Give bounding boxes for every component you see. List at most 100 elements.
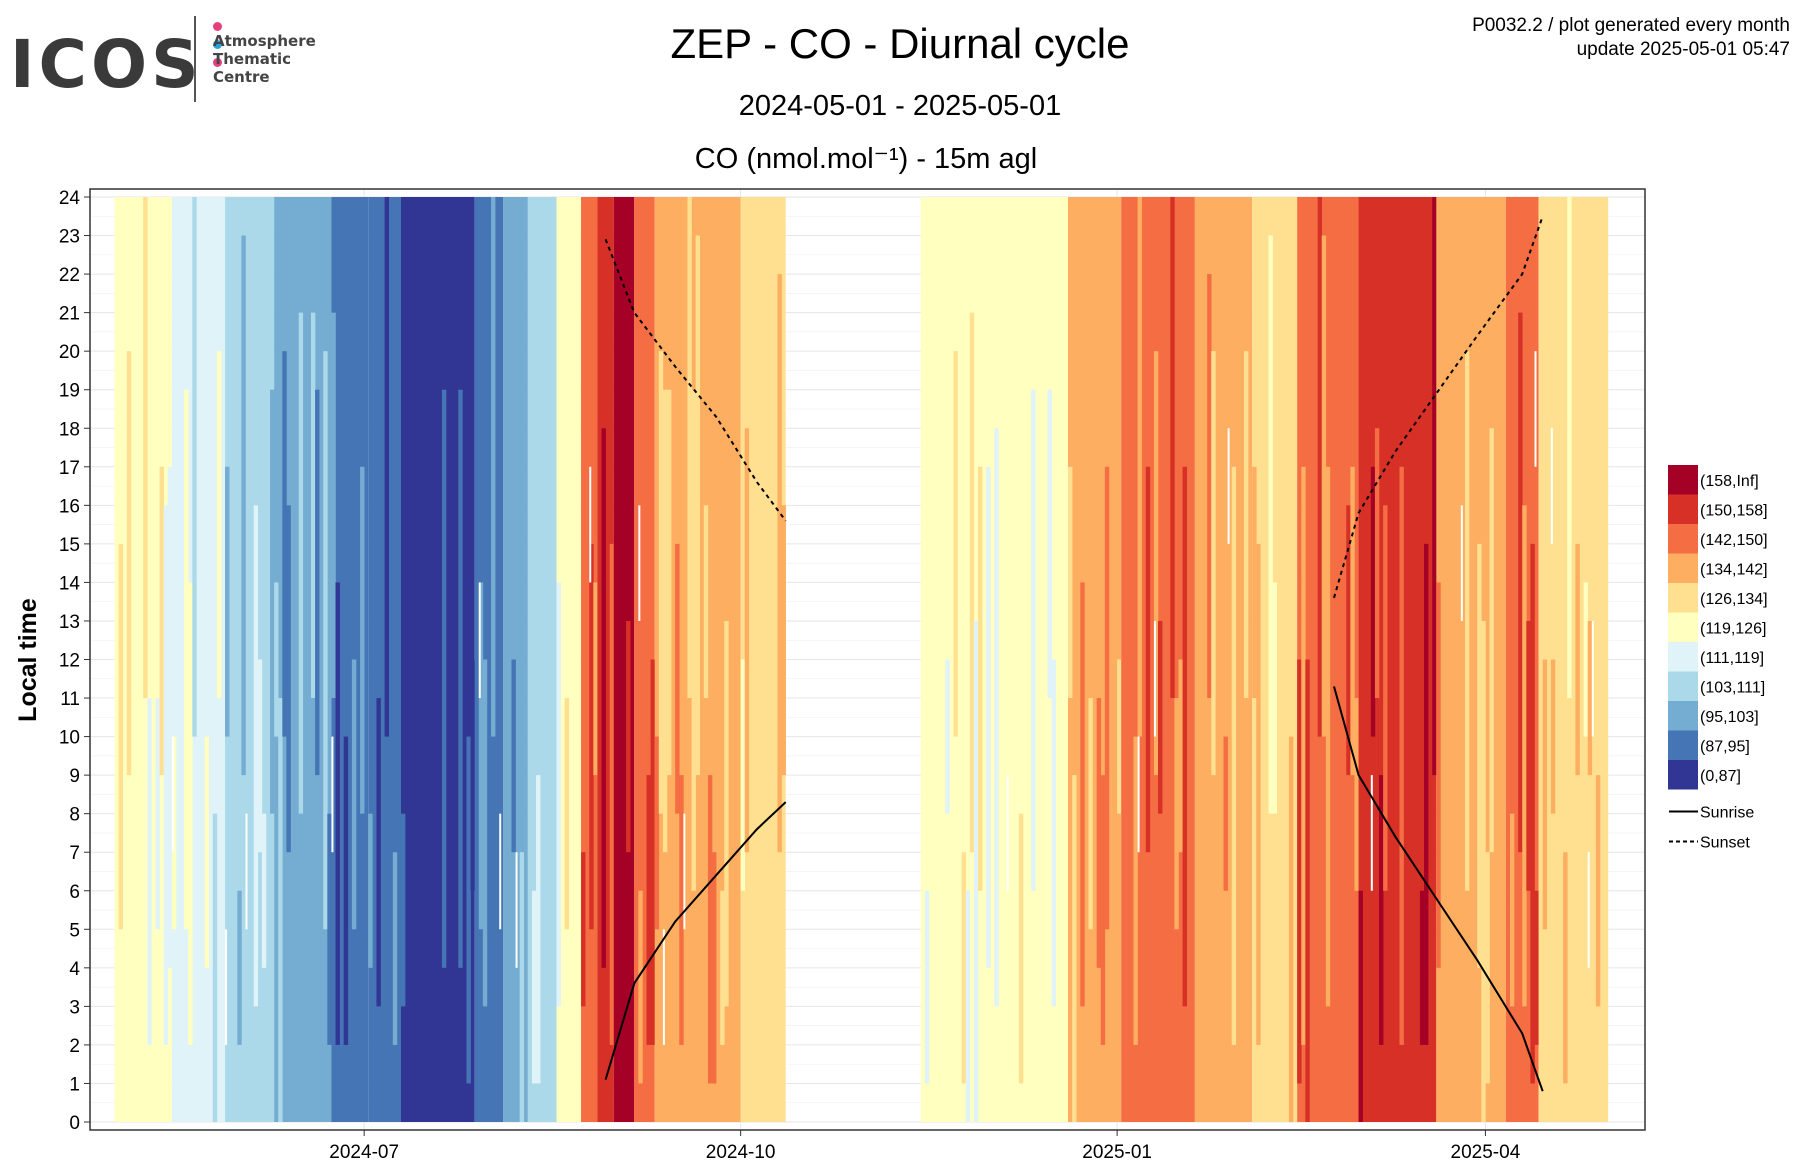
heatmap-cell: [965, 890, 971, 1122]
heatmap-cell: [1153, 351, 1159, 776]
heatmap-cell: [147, 698, 152, 1045]
heatmap-cell: [184, 389, 189, 930]
y-tick-label: 9: [69, 766, 80, 787]
heatmap-cell: [679, 775, 684, 1045]
heatmap-cell: [204, 736, 209, 968]
heatmap-cell: [519, 852, 525, 1122]
legend-label: Sunrise: [1700, 805, 1754, 822]
y-tick-label: 19: [59, 381, 80, 402]
heatmap-cell: [1419, 890, 1425, 1045]
legend-label: (134,142]: [1700, 562, 1768, 579]
heatmap-cell: [666, 389, 672, 776]
y-tick-label: 5: [69, 920, 80, 941]
heatmap-cell: [511, 659, 516, 853]
heatmap-cell: [1051, 659, 1057, 1007]
heatmap-cell: [192, 197, 197, 737]
heatmap-block: [225, 197, 275, 1122]
x-tick-label: 2024-07: [329, 1142, 399, 1163]
y-tick-label: 15: [59, 535, 80, 556]
legend-swatch: [1668, 583, 1698, 613]
heatmap-cell: [1104, 466, 1110, 930]
logo-dots: [213, 18, 226, 72]
heatmap-cell: [977, 466, 983, 891]
missing-data-cell: [1370, 775, 1373, 891]
legend-label: (158,Inf]: [1700, 473, 1759, 490]
legend-label: Sunset: [1700, 835, 1750, 852]
legend-swatch: [1668, 760, 1698, 790]
heatmap-cell: [384, 197, 390, 737]
heatmap-cell: [712, 852, 717, 1084]
heatmap-cell: [343, 736, 349, 1045]
heatmap-cell: [691, 389, 696, 891]
missing-data-cell: [662, 929, 665, 1045]
legend-label: (103,111]: [1700, 680, 1765, 697]
heatmap-cell: [360, 466, 365, 814]
heatmap-cell: [626, 620, 631, 853]
heatmap-cell: [1575, 543, 1580, 776]
heatmap-cell: [1231, 466, 1237, 1045]
y-tick-label: 6: [69, 882, 80, 903]
heatmap-cell: [1117, 659, 1122, 814]
heatmap-cell: [945, 659, 950, 814]
heatmap-cell: [1100, 775, 1106, 1045]
heatmap-cell: [1534, 890, 1539, 1045]
heatmap-cell: [658, 351, 664, 814]
heatmap-cell: [282, 351, 287, 737]
heatmap-cell: [155, 698, 160, 930]
heatmap-cell: [1374, 428, 1380, 699]
heatmap-cell: [310, 312, 316, 699]
heatmap-cell: [466, 736, 471, 1084]
missing-data-cell: [1153, 620, 1156, 737]
sunrise-line: [1333, 686, 1544, 1092]
heatmap-cell: [740, 659, 746, 891]
heatmap-cell: [1256, 543, 1261, 1045]
y-tick-label: 0: [69, 1113, 80, 1134]
legend-label: (87,95]: [1700, 739, 1750, 756]
logo-dot: [213, 22, 222, 31]
heatmap-cell: [531, 890, 537, 1084]
page-title: ZEP - CO - Diurnal cycle: [670, 20, 1130, 67]
heatmap-cell: [601, 428, 606, 968]
heatmap-cell: [1072, 775, 1077, 1122]
heatmap-cell: [425, 698, 430, 891]
y-tick-label: 16: [59, 496, 80, 517]
heatmap-cell: [478, 582, 484, 930]
missing-data-cell: [171, 736, 174, 853]
heatmap-cell: [1080, 582, 1085, 1007]
legend-label: (150,158]: [1700, 503, 1768, 520]
heatmap-cell: [253, 505, 259, 1007]
heatmap-cell: [986, 466, 991, 968]
heatmap-cell: [1047, 389, 1052, 699]
heatmap-cell: [1477, 543, 1482, 968]
y-tick-label: 20: [59, 342, 80, 363]
plot-meta: P0032.2 / plot generated every month upd…: [1472, 14, 1790, 62]
heatmap-cell: [650, 659, 656, 1045]
heatmap-cell: [1145, 466, 1151, 853]
heatmap-cell: [1354, 698, 1359, 891]
heatmap-cell: [1178, 659, 1183, 853]
heatmap-cell: [274, 582, 279, 737]
heatmap-cell: [315, 389, 320, 776]
heatmap-cell: [1305, 659, 1310, 1122]
heatmap-cell: [703, 505, 709, 699]
heatmap-cell: [298, 312, 304, 814]
heatmap-cell: [1268, 235, 1273, 814]
heatmap-cell: [335, 582, 340, 1045]
legend-swatch: [1668, 701, 1698, 731]
sunset-line: [1333, 215, 1544, 599]
y-tick-label: 22: [59, 265, 80, 286]
heatmap-cell: [441, 389, 447, 968]
y-tick-label: 24: [59, 188, 81, 209]
heatmap-cell: [1358, 890, 1363, 1122]
heatmap-cell: [744, 428, 750, 853]
y-tick-label: 21: [59, 304, 80, 325]
heatmap-cell: [1432, 197, 1437, 776]
y-tick-label: 18: [59, 419, 80, 440]
heatmap-cell: [163, 505, 169, 1045]
heatmap-cell: [482, 659, 488, 1007]
heatmap-cell: [376, 698, 381, 1007]
heatmap-cell: [961, 852, 967, 1084]
logo-sub-line: Thematic: [213, 50, 292, 68]
heatmap-cell: [994, 428, 999, 1007]
heatmap-cell: [1383, 505, 1388, 891]
